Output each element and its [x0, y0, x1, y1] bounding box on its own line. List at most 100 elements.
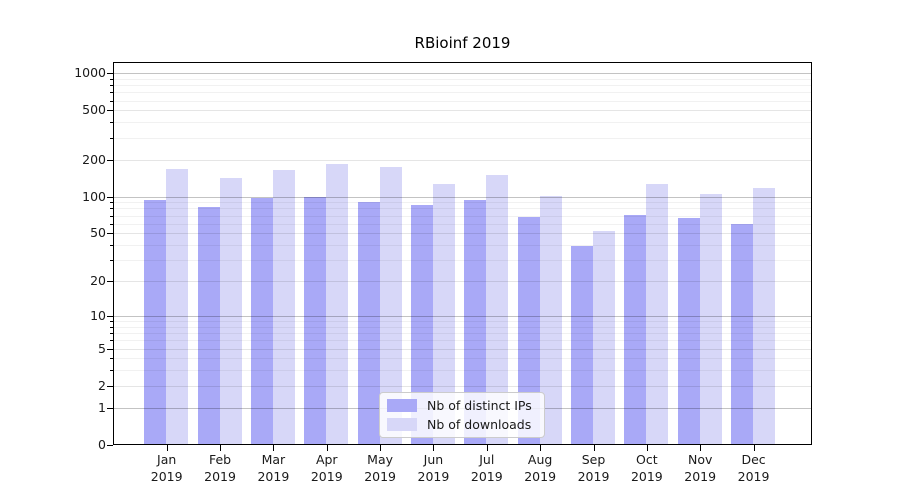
- y-minor-tick: [109, 215, 113, 217]
- y-tick-label: 1: [98, 399, 106, 415]
- gridline-minor: [114, 137, 811, 139]
- y-minor-tick: [109, 137, 113, 139]
- x-label-year: 2019: [310, 469, 343, 484]
- gridline-minor: [114, 321, 811, 323]
- x-label-year: 2019: [524, 469, 557, 484]
- y-tick-label: 1000: [74, 65, 106, 81]
- bar-downloads-aug: [539, 196, 562, 445]
- x-tick: [700, 445, 702, 451]
- bar-downloads-nov: [699, 194, 722, 445]
- y-tick-label: 20: [90, 273, 106, 289]
- y-tick: [107, 315, 113, 317]
- x-tick-label: Oct 2019: [615, 451, 679, 485]
- x-label-month: Jan: [157, 452, 177, 467]
- y-minor-tick: [109, 92, 113, 94]
- x-label-month: Jun: [423, 452, 444, 467]
- x-tick: [540, 445, 542, 451]
- x-tick: [646, 445, 648, 451]
- y-minor-tick: [109, 340, 113, 342]
- x-label-month: Aug: [527, 452, 553, 467]
- y-minor-tick: [109, 202, 113, 204]
- y-tick: [107, 233, 113, 235]
- y-minor-tick: [109, 358, 113, 360]
- gridline-minor: [114, 92, 811, 94]
- bar-distinct-ips-nov: [677, 217, 700, 445]
- y-tick-label: 50: [90, 225, 106, 241]
- bar-distinct-ips-mar: [250, 198, 273, 445]
- x-tick: [273, 445, 275, 451]
- bar-distinct-ips-oct: [624, 214, 647, 445]
- x-tick: [166, 445, 168, 451]
- y-tick-label: 200: [82, 151, 106, 167]
- legend-item-downloads: Nb of downloads: [387, 417, 536, 432]
- y-tick-label: 5: [98, 340, 106, 356]
- y-tick: [107, 159, 113, 161]
- gridline-minor: [114, 340, 811, 342]
- gridline-labeled: [114, 348, 811, 350]
- y-tick-label: 2: [98, 377, 106, 393]
- x-label-year: 2019: [257, 469, 290, 484]
- gridline-minor: [114, 333, 811, 335]
- x-tick: [220, 445, 222, 451]
- x-label-year: 2019: [150, 469, 183, 484]
- bar-downloads-feb: [219, 178, 242, 445]
- legend-swatch-downloads: [387, 418, 417, 431]
- x-tick-label: Dec 2019: [722, 451, 786, 485]
- bar-distinct-ips-jul: [464, 199, 487, 445]
- bar-distinct-ips-jun: [410, 204, 433, 445]
- legend-item-distinct-ips: Nb of distinct IPs: [387, 398, 536, 413]
- x-label-year: 2019: [577, 469, 610, 484]
- bar-downloads-jun: [432, 184, 455, 445]
- bar-distinct-ips-aug: [517, 217, 540, 445]
- y-minor-tick: [109, 321, 113, 323]
- bar-downloads-oct: [646, 183, 669, 445]
- x-label-year: 2019: [204, 469, 236, 484]
- x-label-year: 2019: [630, 469, 663, 484]
- gridline-minor: [114, 78, 811, 80]
- x-tick-label: Sep 2019: [562, 451, 626, 485]
- y-tick-label: 100: [82, 188, 106, 204]
- x-label-month: Sep: [581, 452, 606, 467]
- x-label-year: 2019: [470, 469, 503, 484]
- gridline-labeled: [114, 281, 811, 283]
- legend-label-distinct-ips: Nb of distinct IPs: [427, 398, 532, 413]
- gridline-minor: [114, 85, 811, 87]
- x-label-month: Feb: [208, 452, 232, 467]
- x-label-year: 2019: [737, 469, 770, 484]
- y-tick: [107, 196, 113, 198]
- x-tick-label: Aug 2019: [508, 451, 572, 485]
- y-minor-tick: [109, 100, 113, 102]
- gridline-major: [114, 73, 811, 75]
- gridline-minor: [114, 122, 811, 124]
- x-tick-label: May 2019: [348, 451, 412, 485]
- y-minor-tick: [109, 245, 113, 247]
- bar-downloads-may: [379, 166, 402, 445]
- gridline-labeled: [114, 385, 811, 387]
- y-tick: [107, 445, 113, 446]
- gridline-minor: [114, 100, 811, 102]
- legend-swatch-distinct-ips: [387, 399, 417, 412]
- x-label-month: May: [367, 452, 394, 467]
- x-tick-label: Mar 2019: [241, 451, 305, 485]
- x-label-month: Dec: [741, 452, 766, 467]
- gridline-labeled: [114, 110, 811, 112]
- y-minor-tick: [109, 223, 113, 225]
- gridline-minor: [114, 245, 811, 247]
- chart-title: RBioinf 2019: [414, 34, 511, 52]
- bar-downloads-jul: [486, 174, 509, 445]
- gridline-minor: [114, 326, 811, 328]
- x-label-month: Oct: [636, 452, 658, 467]
- x-tick: [593, 445, 595, 451]
- bar-downloads-apr: [326, 164, 349, 445]
- gridline-labeled: [114, 233, 811, 235]
- x-label-month: Mar: [261, 452, 286, 467]
- y-minor-tick: [109, 370, 113, 372]
- x-tick-label: Nov 2019: [668, 451, 732, 485]
- x-tick-label: Apr 2019: [295, 451, 359, 485]
- gridline-minor: [114, 208, 811, 210]
- x-label-month: Apr: [315, 452, 338, 467]
- y-tick: [107, 110, 113, 112]
- gridline-minor: [114, 260, 811, 262]
- legend-label-downloads: Nb of downloads: [427, 417, 532, 432]
